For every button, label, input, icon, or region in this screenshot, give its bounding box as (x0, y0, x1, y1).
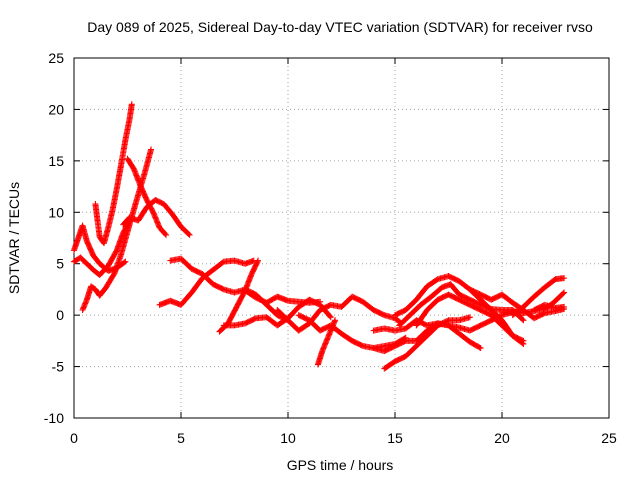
y-axis-label: SDTVAR / TECUs (6, 182, 22, 294)
data-point (560, 290, 567, 297)
data-point (254, 258, 261, 265)
data-point (186, 231, 193, 238)
y-tick-label: -5 (52, 359, 65, 375)
grid (74, 58, 609, 418)
x-axis-label: GPS time / hours (287, 457, 394, 473)
data-point (561, 303, 568, 310)
x-tick-label: 0 (70, 430, 78, 446)
series-arc-14 (314, 317, 339, 368)
series-arc-4 (92, 101, 135, 247)
series-arc-3 (79, 146, 155, 313)
y-tick-label: 20 (48, 101, 64, 117)
plot-frame (73, 57, 610, 419)
data-point (332, 317, 339, 324)
x-tick-label: 5 (177, 430, 185, 446)
data-point (185, 231, 192, 237)
data-point (121, 259, 128, 266)
data-point (162, 230, 169, 237)
series-arc-24 (531, 301, 568, 313)
data-point (477, 345, 484, 352)
x-tick-label: 10 (280, 430, 296, 446)
y-tick-label: 0 (56, 307, 64, 323)
x-tick-label: 20 (494, 430, 510, 446)
data-point (128, 101, 135, 108)
data-point (317, 298, 324, 305)
y-tick-label: 5 (56, 256, 64, 272)
y-tick-label: 10 (48, 204, 64, 220)
data-point (326, 313, 333, 320)
data-point (163, 231, 170, 238)
series-arc-22 (509, 275, 568, 319)
series-arc-1 (71, 222, 129, 274)
plot-border (73, 57, 610, 419)
data-point (519, 340, 526, 347)
data-points (71, 101, 568, 372)
data-point (148, 146, 155, 153)
series-arc-5 (120, 196, 193, 238)
y-tick-label: -10 (44, 410, 64, 426)
x-axis: 0 5 10 15 20 25 (70, 58, 617, 446)
chart-title: Day 089 of 2025, Sidereal Day-to-day VTE… (87, 19, 593, 35)
data-point (520, 340, 527, 347)
series-arc-6 (124, 155, 170, 238)
data-point (520, 317, 527, 324)
series-arc-20 (413, 291, 527, 347)
series-arc-11 (242, 287, 324, 306)
data-point (255, 257, 262, 264)
y-tick-label: 25 (48, 50, 64, 66)
series-arc-17 (381, 314, 473, 372)
series-arc-2 (71, 217, 133, 279)
data-point (561, 289, 568, 296)
y-axis: -10 -5 0 5 10 15 20 25 (44, 50, 609, 426)
data-point (561, 275, 568, 282)
data-point (519, 316, 526, 323)
data-point (466, 314, 473, 321)
data-point (122, 258, 129, 265)
x-tick-label: 25 (601, 430, 617, 446)
y-tick-label: 15 (48, 153, 64, 169)
data-point (476, 344, 483, 351)
x-tick-label: 15 (387, 430, 403, 446)
data-point (327, 314, 334, 321)
